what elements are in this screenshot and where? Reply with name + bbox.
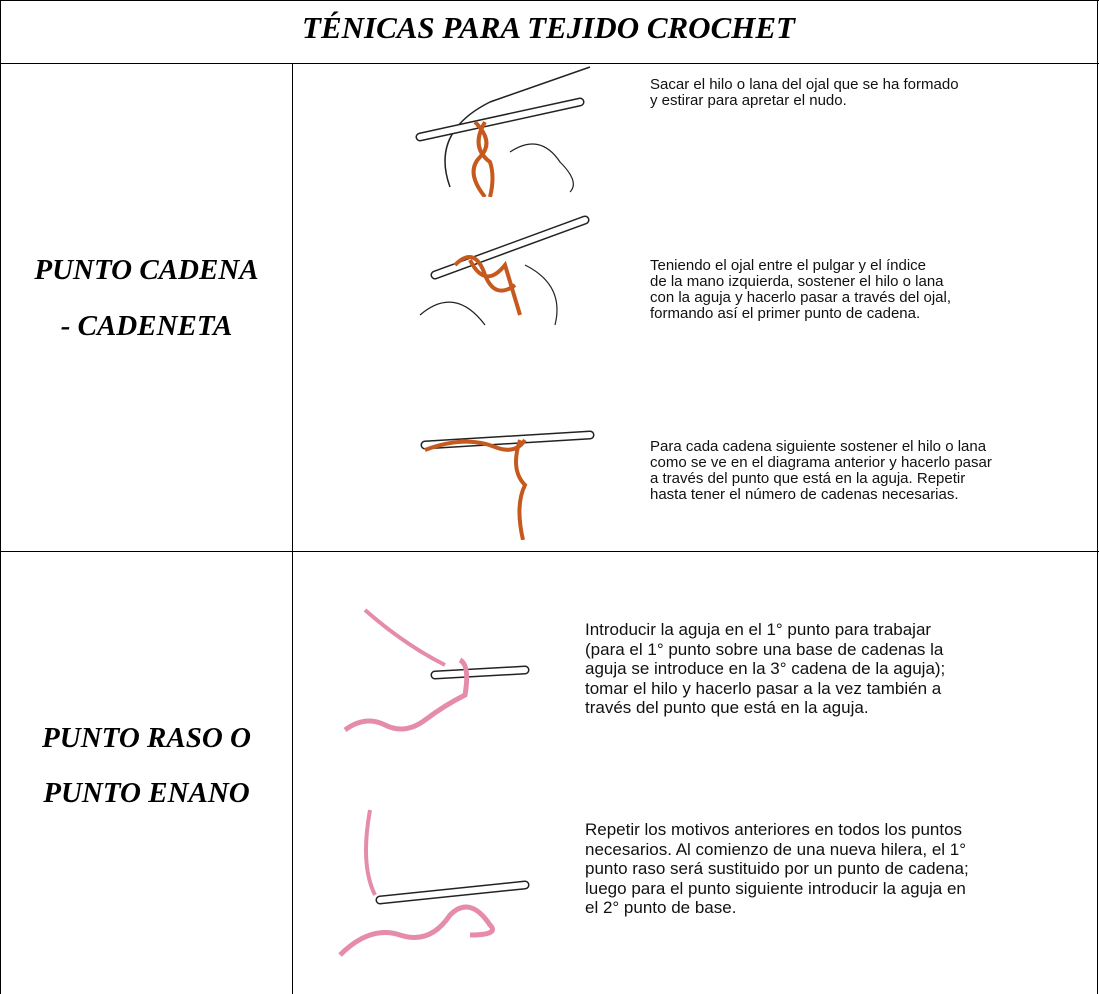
border <box>0 0 1 994</box>
technique-name: - CADENETA <box>60 310 233 342</box>
illustration <box>415 66 591 197</box>
illustration <box>419 215 590 326</box>
illustration <box>420 430 595 540</box>
step-text: de la mano izquierda, sostener el hilo o… <box>650 273 944 290</box>
step-text: luego para el punto siguiente introducir… <box>585 878 966 898</box>
step-text: necesarios. Al comienzo de una nueva hil… <box>585 839 967 859</box>
step-text: aguja se introduce en la 3° cadena de la… <box>585 659 946 678</box>
step-text: punto raso será sustituido por un punto … <box>585 859 969 878</box>
border <box>1097 0 1098 994</box>
step-text: tomar el hilo y hacerlo pasar a la vez t… <box>585 678 942 698</box>
step-text: hasta tener el número de cadenas necesar… <box>650 486 959 503</box>
step-text: con la aguja y hacerlo pasar a través de… <box>650 289 952 306</box>
step-text: Repetir los motivos anteriores en todos … <box>585 820 963 839</box>
illustration <box>343 608 530 733</box>
illustration <box>338 809 530 957</box>
border <box>0 551 1099 552</box>
border <box>0 0 1099 1</box>
step-text: formando así el primer punto de cadena. <box>650 305 921 322</box>
technique-name: PUNTO RASO O <box>42 722 251 754</box>
technique-name: PUNTO ENANO <box>43 777 250 809</box>
technique-name: PUNTO CADENA <box>34 254 259 286</box>
step-text: Introducir la aguja en el 1° punto para … <box>585 620 932 639</box>
step-text: Sacar el hilo o lana del ojal que se ha … <box>650 76 959 93</box>
step-text: como se ve en el diagrama anterior y hac… <box>650 454 992 471</box>
border <box>292 63 293 994</box>
step-text: través del punto que está en la aguja. <box>585 698 869 717</box>
border <box>0 63 1099 64</box>
title: TÉNICAS PARA TEJIDO CROCHET <box>302 10 795 45</box>
step-text: a través del punto que está en la aguja.… <box>650 470 966 487</box>
step-text: Para cada cadena siguiente sostener el h… <box>650 438 987 455</box>
step-text: (para el 1° punto sobre una base de cade… <box>585 639 944 659</box>
step-text: el 2° punto de base. <box>585 898 737 917</box>
step-text: y estirar para apretar el nudo. <box>650 92 847 109</box>
step-text: Teniendo el ojal entre el pulgar y el ín… <box>650 257 927 274</box>
